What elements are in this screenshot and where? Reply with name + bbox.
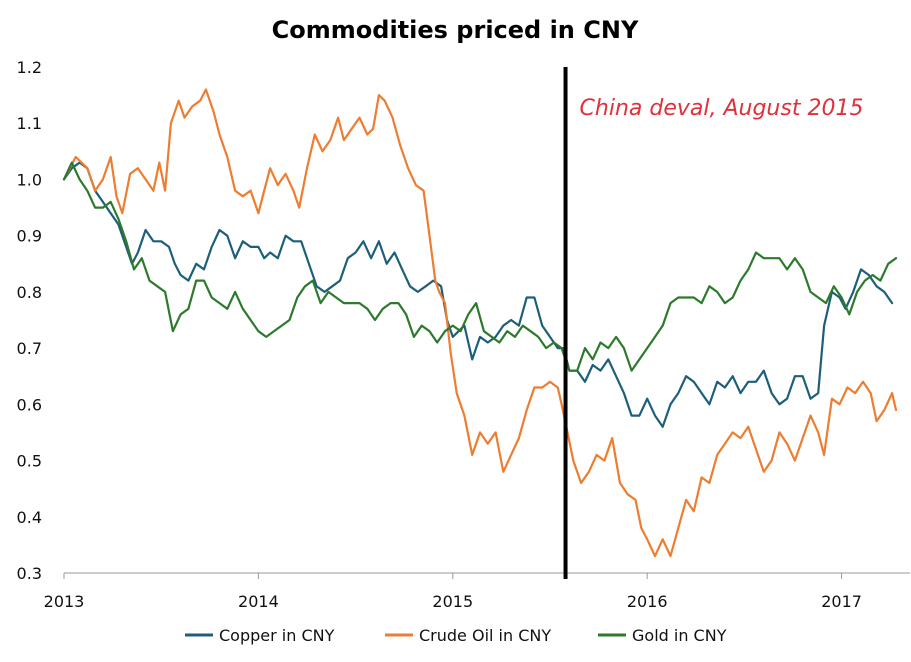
- legend-label: Crude Oil in CNY: [419, 626, 551, 645]
- y-axis: 0.3 0.4 0.5 0.6 0.7 0.8 0.9 1.0 1.1 1.2: [17, 58, 42, 583]
- y-tick-label: 0.9: [17, 227, 42, 246]
- y-tick-label: 0.3: [17, 564, 42, 583]
- series-lines: [62, 88, 898, 558]
- x-tick-label: 2017: [821, 592, 862, 611]
- series-line-copper-in-cny: [62, 161, 894, 428]
- series-line-crude-oil-in-cny: [62, 88, 898, 558]
- x-axis: 2013 2014 2015 2016 2017: [44, 572, 910, 611]
- x-tick-label: 2015: [432, 592, 473, 611]
- chart-title: Commodities priced in CNY: [272, 16, 639, 44]
- y-tick-label: 0.7: [17, 339, 42, 358]
- y-tick-label: 0.5: [17, 452, 42, 471]
- series-line-gold-in-cny: [62, 161, 898, 372]
- y-tick-label: 1.1: [17, 114, 42, 133]
- y-tick-label: 0.8: [17, 283, 42, 302]
- legend-label: Gold in CNY: [632, 626, 727, 645]
- legend: Copper in CNY Crude Oil in CNY Gold in CNY: [185, 626, 727, 645]
- legend-label: Copper in CNY: [219, 626, 335, 645]
- y-tick-label: 1.0: [17, 170, 42, 189]
- y-tick-label: 1.2: [17, 58, 42, 77]
- x-tick-label: 2013: [44, 592, 85, 611]
- x-tick-label: 2016: [627, 592, 668, 611]
- y-tick-label: 0.4: [17, 508, 42, 527]
- y-tick-label: 0.6: [17, 395, 42, 414]
- deval-annotation: China deval, August 2015: [580, 96, 864, 121]
- x-tick-label: 2014: [238, 592, 279, 611]
